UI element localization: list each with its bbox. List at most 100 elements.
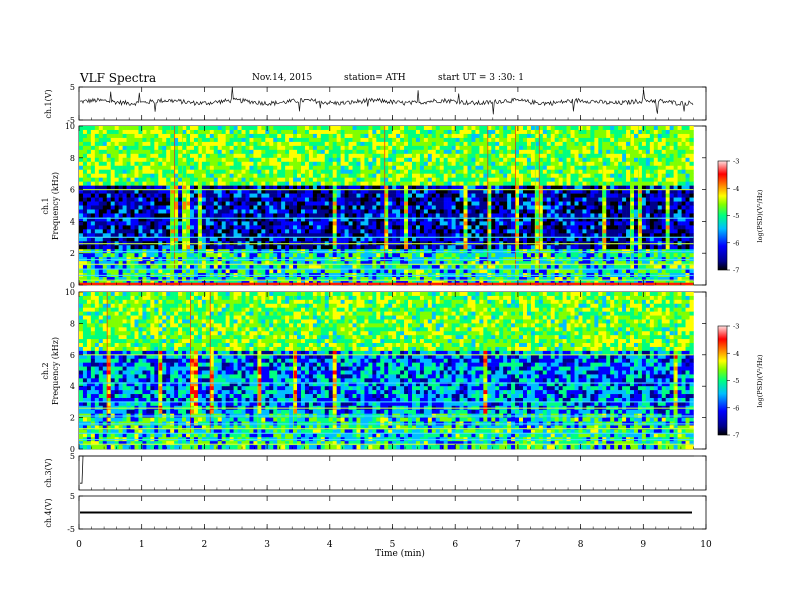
ch1-spectrogram-cell (241, 269, 246, 274)
ch1-spectrogram-cell (336, 265, 341, 270)
ch1-spectrogram-cell (265, 157, 270, 163)
ch1-spectrogram-cell (431, 265, 437, 270)
ch1-spectrogram-cell (158, 213, 163, 218)
ch1-spectrogram-cell (332, 229, 337, 234)
ch1-spectrogram-cell (197, 149, 203, 155)
ch1-spectrogram-cell (340, 205, 345, 210)
ch1-spectrogram-cell (233, 265, 238, 270)
ch1-spectrogram-cell (471, 181, 476, 186)
ch1-spectrogram-cell (348, 145, 353, 151)
ch1-spectrogram-cell (348, 265, 353, 270)
ch1-spectrogram-cell (174, 181, 179, 186)
ch1-spectrogram-cell (336, 133, 341, 139)
ch1-spectrogram-cell (281, 209, 286, 214)
ch1-spectrogram-cell (479, 193, 484, 198)
ch1-spectrogram-cell (463, 145, 468, 151)
ch1-spectrogram-cell (166, 177, 171, 182)
ch1-spectrogram-cell (400, 265, 405, 270)
ch1-spectrogram-cell (285, 265, 290, 270)
ch1-spectrogram-cell (209, 153, 215, 159)
ch1-spectrogram-cell (483, 145, 488, 151)
ch1-spectrogram-cell (241, 201, 246, 206)
ch1-spectrogram-cell (217, 209, 223, 214)
ch1-spectrogram-cell (281, 165, 286, 171)
ch1-spectrogram-cell (487, 126, 492, 131)
ch1-spectrogram-cell (98, 229, 104, 234)
ch1-spectrogram-cell (114, 126, 119, 131)
ch1-spectrogram-cell (106, 133, 112, 139)
ch1-spectrogram-cell (550, 245, 556, 250)
ch1-spectrogram-cell (110, 233, 115, 238)
ch1-spectrogram-cell (285, 277, 290, 282)
ch1-spectrogram-cell (257, 213, 262, 218)
ch1-spectrogram-cell (193, 193, 199, 198)
ch1-spectrogram-cell (534, 269, 540, 274)
ch1-spectrogram-cell (166, 245, 171, 250)
ch1-spectrogram-cell (491, 217, 496, 222)
ch1-spectrogram-cell (384, 161, 389, 167)
ch1-spectrogram-cell (451, 133, 456, 139)
ch1-spectrogram-cell (554, 233, 559, 238)
ch1-spectrogram-cell (293, 269, 298, 274)
ch1-spectrogram-cell (293, 197, 298, 202)
ch1-spectrogram-cell (388, 233, 393, 238)
ch1-spectrogram-cell (265, 181, 270, 186)
ch1-spectrogram-cell (376, 153, 381, 159)
ch1-spectrogram-cell (487, 153, 492, 159)
ch1-spectrogram-cell (507, 201, 512, 206)
ch1-spectrogram-cell (415, 126, 421, 131)
ch1-spectrogram-cell (400, 217, 405, 222)
ch1-spectrogram-cell (415, 209, 421, 214)
ch1-spectrogram-cell (273, 233, 278, 238)
ch1-spectrogram-cell (297, 165, 302, 171)
ch1-spectrogram-cell (499, 137, 504, 143)
ch1-spectrogram-cell (495, 233, 500, 238)
ch1-spectrogram-cell (324, 137, 330, 143)
ch1-spectrogram-cell (530, 129, 536, 135)
ch1-spectrogram-cell (526, 201, 532, 206)
ch1-spectrogram-cell (289, 149, 294, 155)
ch1-spectrogram-cell (491, 185, 496, 190)
ch1-spectrogram-cell (431, 185, 437, 190)
ch1-spectrogram-cell (519, 233, 524, 238)
ch1-spectrogram-cell (431, 133, 437, 139)
ch1-spectrogram-cell (293, 177, 298, 182)
ch1-spectrogram-cell (281, 217, 286, 222)
ch1-spectrogram-cell (285, 225, 290, 230)
ch1-spectrogram-cell (166, 193, 171, 198)
ch1-spectrogram-cell (312, 169, 318, 174)
ch1-spectrogram-cell (241, 137, 246, 143)
ch1-spectrogram-cell (455, 229, 460, 234)
ch1-spectrogram-cell (90, 177, 96, 182)
ch1-spectrogram-cell (221, 177, 226, 182)
ch1-spectrogram-cell (289, 209, 294, 214)
ch1-spectrogram-cell (130, 169, 135, 174)
ch1-spectrogram-cell (344, 177, 349, 182)
ch1-spectrogram-cell (237, 189, 242, 194)
ch1-spectrogram-cell (530, 225, 536, 230)
ch1-spectrogram-cell (415, 201, 421, 206)
ch1-spectrogram-cell (297, 217, 302, 222)
ch1-spectrogram-cell (320, 197, 326, 202)
ch1-spectrogram-cell (530, 193, 536, 198)
ch1-spectrogram-cell (376, 149, 381, 155)
ch1-spectrogram-cell (408, 209, 413, 214)
ch1-spectrogram-cell (507, 217, 512, 222)
ch1-spectrogram-cell (344, 145, 349, 151)
ch1-spectrogram-cell (550, 149, 556, 155)
ch1-spectrogram-cell (110, 225, 115, 230)
ch1-spectrogram-cell (562, 225, 567, 230)
ch1-spectrogram-cell (376, 177, 381, 182)
ch1-spectrogram-cell (475, 245, 480, 250)
ch1-spectrogram-cell (261, 173, 266, 178)
ch1-spectrogram-cell (138, 209, 143, 214)
ch1-spectrogram-cell (126, 277, 131, 282)
ch1-spectrogram-cell (114, 217, 119, 222)
ch1-spectrogram-cell (221, 237, 226, 242)
ch1-spectrogram-cell (471, 245, 476, 250)
ch1-spectrogram-cell (221, 153, 226, 159)
ch1-spectrogram-cell (483, 141, 488, 147)
ch1-spectrogram-cell (316, 165, 322, 171)
ch1-spectrogram-cell (507, 133, 512, 139)
ch1-spectrogram-cell (447, 201, 452, 206)
